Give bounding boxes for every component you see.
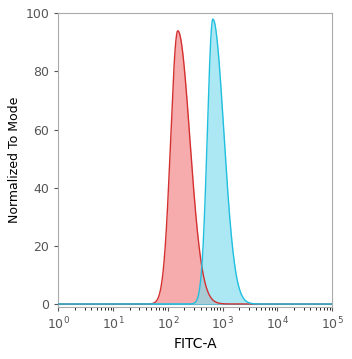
Y-axis label: Normalized To Mode: Normalized To Mode — [8, 97, 21, 223]
X-axis label: FITC-A: FITC-A — [174, 337, 217, 351]
